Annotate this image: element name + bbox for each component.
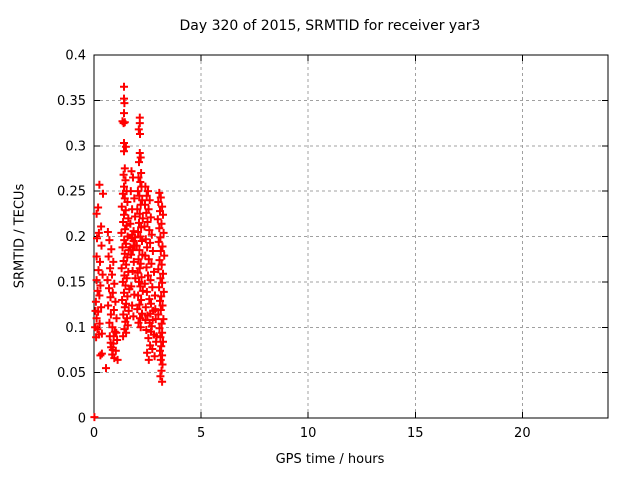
- svg-text:10: 10: [300, 426, 317, 441]
- svg-text:0: 0: [78, 412, 86, 427]
- svg-text:15: 15: [407, 426, 424, 441]
- svg-text:0.05: 0.05: [57, 366, 86, 381]
- svg-text:0.15: 0.15: [57, 275, 86, 290]
- svg-text:0.2: 0.2: [65, 230, 86, 245]
- plot-border: [93, 54, 609, 419]
- grid-lines: [94, 55, 608, 418]
- svg-text:20: 20: [514, 426, 531, 441]
- y-tick-labels: 0 0.05 0.1 0.15 0.2 0.25 0.3 0.35 0.4: [57, 49, 86, 427]
- x-tick-labels: 0 5 10 15 20: [90, 426, 531, 441]
- axis-ticks: [93, 54, 608, 419]
- svg-text:5: 5: [197, 426, 205, 441]
- svg-text:0.1: 0.1: [65, 321, 86, 336]
- data-points: [90, 82, 169, 422]
- svg-text:0.4: 0.4: [65, 49, 86, 64]
- svg-text:0.35: 0.35: [57, 94, 86, 109]
- x-axis-label: GPS time / hours: [275, 452, 385, 467]
- chart-title: Day 320 of 2015, SRMTID for receiver yar…: [179, 18, 481, 34]
- svg-text:0.25: 0.25: [57, 185, 86, 200]
- svg-text:0: 0: [90, 426, 98, 441]
- svg-text:0.3: 0.3: [65, 139, 86, 154]
